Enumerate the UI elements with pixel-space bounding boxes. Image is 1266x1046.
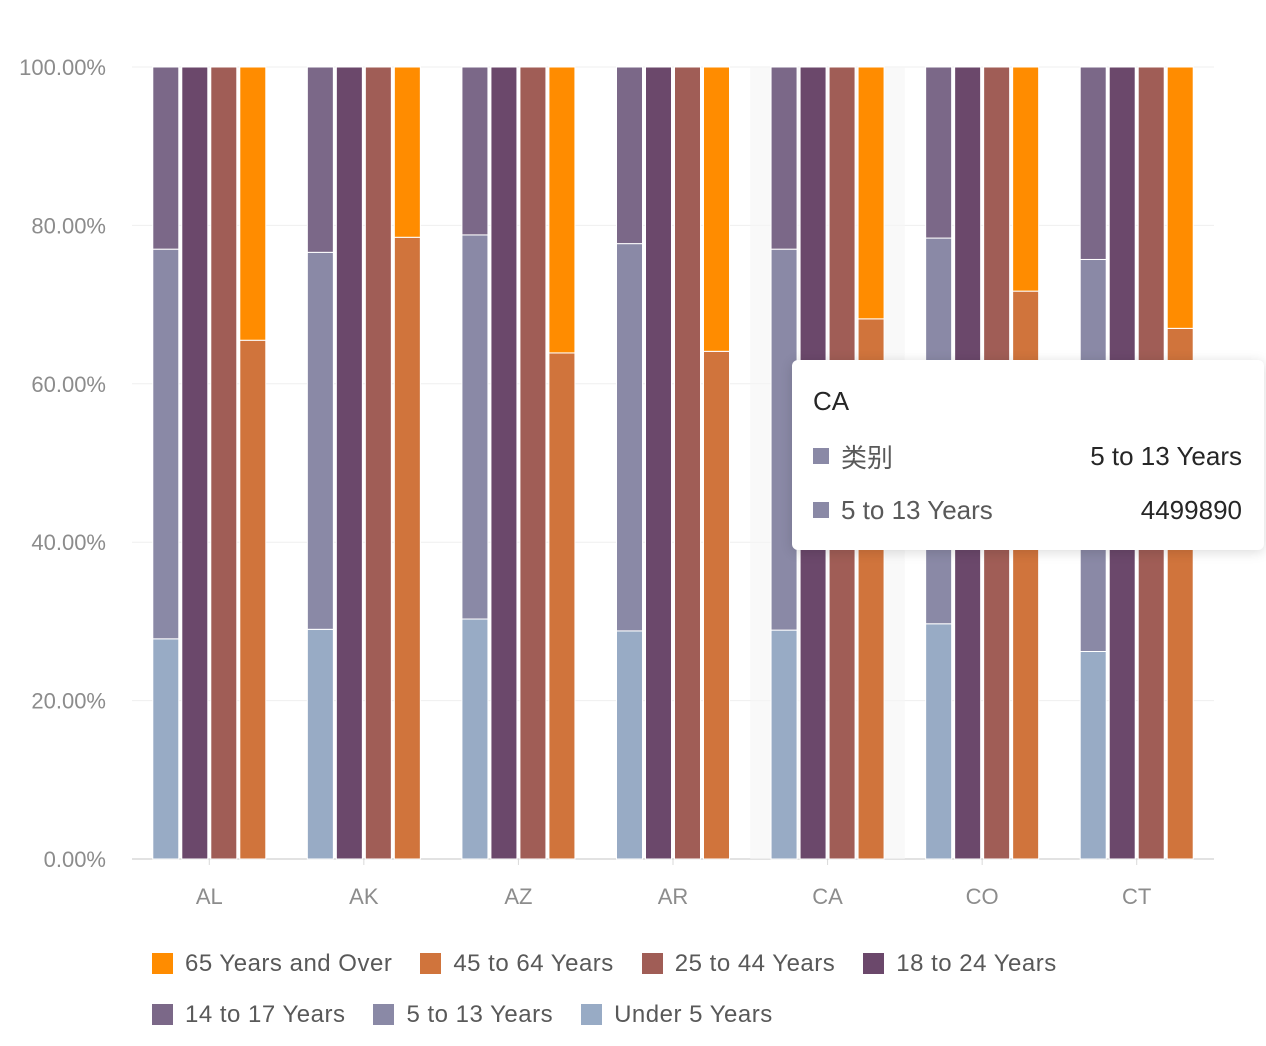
bar-segment[interactable]: [645, 66, 672, 860]
bar-segment[interactable]: [306, 628, 334, 860]
x-tick-label: AK: [349, 884, 379, 909]
y-tick-label: 100.00%: [19, 55, 106, 80]
bar-segment[interactable]: [616, 66, 643, 245]
y-tick-label: 0.00%: [44, 847, 106, 872]
bar-segment[interactable]: [770, 66, 798, 250]
legend-label: 25 to 44 Years: [674, 949, 836, 977]
legend-label: Under 5 Years: [614, 1000, 773, 1028]
legend-item-25-to-44-years[interactable]: 25 to 44 Years: [641, 949, 836, 978]
bar-segment[interactable]: [239, 339, 267, 860]
tooltip-row-category: 类别 5 to 13 Years: [813, 438, 1242, 474]
legend-item-65-years-and-over[interactable]: 65 Years and Over: [152, 950, 392, 978]
bar-segment[interactable]: [1079, 66, 1107, 260]
bar-segment[interactable]: [152, 248, 180, 640]
legend-label: 14 to 17 Years: [185, 1000, 346, 1028]
tooltip: CA 类别 5 to 13 Years 5 to 13 Years 449989…: [792, 360, 1264, 550]
bar-segment[interactable]: [393, 66, 421, 238]
tooltip-row-value: 4499890: [1140, 494, 1242, 525]
bar-segment[interactable]: [335, 66, 363, 860]
bar-segment[interactable]: [364, 66, 392, 860]
legend-item-18-to-24-years[interactable]: 18 to 24 Years: [863, 950, 1056, 978]
bar-segment[interactable]: [703, 350, 730, 860]
bar-segment[interactable]: [616, 630, 643, 860]
y-tick-label: 60.00%: [31, 372, 106, 397]
legend-label: 65 Years and Over: [185, 949, 393, 977]
bar-segment[interactable]: [239, 66, 267, 341]
legend-swatch-icon: [641, 953, 663, 974]
x-tick-label: AR: [658, 884, 689, 909]
tooltip-marker-icon: [813, 448, 829, 464]
bar-segment[interactable]: [306, 251, 334, 630]
bar-segment[interactable]: [152, 66, 180, 250]
legend: 65 Years and Over 45 to 64 Years 25 to 4…: [152, 938, 1212, 1040]
bar-segment[interactable]: [181, 66, 209, 860]
bars: [152, 66, 1194, 860]
y-axis-ticks: 0.00% 20.00% 40.00% 60.00% 80.00% 100.00%: [19, 55, 106, 872]
bar-segment[interactable]: [461, 618, 489, 860]
legend-label: 45 to 64 Years: [453, 949, 614, 977]
bar-segment[interactable]: [1166, 66, 1194, 329]
bar-segment[interactable]: [674, 66, 701, 860]
bar-segment[interactable]: [548, 66, 576, 354]
legend-label: 5 to 13 Years: [406, 1000, 554, 1028]
legend-swatch-icon: [581, 1004, 603, 1025]
legend-row-2: 14 to 17 Years 5 to 13 Years Under 5 Yea…: [152, 989, 1212, 1040]
tooltip-row-series: 5 to 13 Years 4499890: [813, 492, 1242, 528]
x-axis-ticks: AL AK AZ AR CA CO CT: [196, 859, 1151, 909]
tooltip-marker-icon: [813, 502, 829, 518]
bar-segment[interactable]: [703, 66, 730, 352]
bar-segment[interactable]: [548, 352, 576, 860]
x-tick-label: CA: [812, 884, 843, 909]
legend-swatch-icon: [152, 953, 173, 974]
legend-label: 18 to 24 Years: [896, 949, 1057, 977]
x-tick-label: AZ: [504, 884, 532, 909]
legend-item-under-5-years[interactable]: Under 5 Years: [581, 1001, 773, 1029]
tooltip-title: CA: [813, 386, 850, 416]
legend-item-5-to-13-years[interactable]: 5 to 13 Years: [373, 1001, 553, 1029]
legend-swatch-icon: [863, 953, 885, 974]
x-tick-label: AL: [196, 884, 223, 909]
bar-segment[interactable]: [925, 66, 953, 239]
bar-segment[interactable]: [1012, 66, 1040, 292]
legend-row-1: 65 Years and Over 45 to 64 Years 25 to 4…: [152, 938, 1212, 989]
bar-segment[interactable]: [925, 623, 953, 860]
bar-segment[interactable]: [461, 234, 489, 620]
legend-item-45-to-64-years[interactable]: 45 to 64 Years: [420, 950, 613, 978]
bar-segment[interactable]: [857, 66, 885, 320]
bar-segment[interactable]: [490, 66, 518, 860]
bar-segment[interactable]: [152, 638, 180, 860]
legend-swatch-icon: [152, 1004, 173, 1025]
bar-segment[interactable]: [461, 66, 489, 236]
tooltip-row-name: 5 to 13 Years: [841, 494, 993, 525]
y-tick-label: 20.00%: [31, 689, 106, 714]
bar-segment[interactable]: [770, 629, 798, 860]
legend-item-14-to-17-years[interactable]: 14 to 17 Years: [152, 1001, 345, 1029]
y-tick-label: 40.00%: [31, 530, 106, 555]
x-tick-label: CO: [966, 884, 999, 909]
bar-segment[interactable]: [393, 236, 421, 860]
x-tick-label: CT: [1122, 884, 1151, 909]
tooltip-row-name: 类别: [841, 442, 894, 473]
bar-segment[interactable]: [616, 243, 643, 632]
bar-segment[interactable]: [306, 66, 334, 253]
bar-segment[interactable]: [519, 66, 547, 860]
tooltip-row-value: 5 to 13 Years: [1090, 440, 1242, 471]
bar-segment[interactable]: [210, 66, 238, 860]
bar-segment[interactable]: [1079, 650, 1107, 860]
legend-swatch-icon: [420, 953, 442, 974]
y-tick-label: 80.00%: [31, 213, 106, 238]
legend-swatch-icon: [373, 1004, 395, 1025]
